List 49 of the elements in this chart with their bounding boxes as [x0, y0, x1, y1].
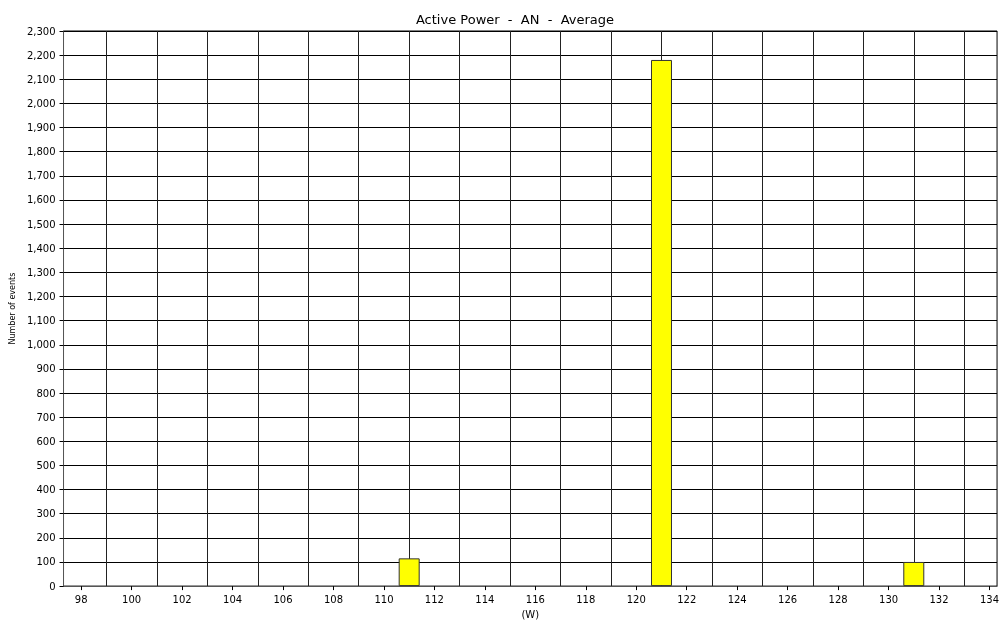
y-tick-label: 400 [36, 484, 56, 496]
y-tick-label: 700 [36, 411, 56, 423]
bar [903, 561, 925, 587]
y-tick-label: 2,000 [26, 97, 56, 109]
x-tick-label: 98 [74, 593, 88, 605]
y-tick-label: 1,700 [26, 170, 56, 182]
y-tick-label: 900 [36, 363, 56, 375]
x-tick-label: 104 [223, 593, 243, 605]
bar [398, 558, 420, 587]
y-tick-label: 300 [36, 508, 56, 520]
y-tick-label: 2,300 [26, 25, 56, 37]
y-tick-label: 0 [49, 580, 56, 592]
y-tick-label: 1,400 [26, 242, 56, 254]
x-tick-label: 114 [475, 593, 495, 605]
x-tick-label: 112 [424, 593, 444, 605]
y-tick-label: 200 [36, 532, 56, 544]
y-tick-label: 600 [36, 435, 56, 447]
bar [650, 59, 672, 587]
x-tick-label: 102 [172, 593, 192, 605]
x-tick-label: 122 [677, 593, 697, 605]
y-tick-label: 1,500 [26, 218, 56, 230]
y-tick-label: 1,900 [26, 122, 56, 134]
y-tick-label: 100 [36, 556, 56, 568]
y-tick-label: 500 [36, 459, 56, 471]
x-tick-label: 132 [929, 593, 949, 605]
chart-title: Active Power - AN - Average [415, 12, 615, 27]
x-tick-label: 108 [323, 593, 344, 605]
y-tick-label: 1,800 [26, 146, 56, 158]
x-tick-label: 110 [374, 593, 394, 605]
y-tick-label: 1,600 [26, 194, 56, 206]
y-tick-label: 1,300 [26, 266, 56, 278]
x-tick-label: 116 [525, 593, 545, 605]
x-tick-label: 124 [727, 593, 747, 605]
x-tick-label: 126 [778, 593, 798, 605]
y-tick-label: 1,200 [26, 290, 56, 302]
y-tick-label: 2,100 [26, 73, 56, 85]
x-tick-label: 128 [828, 593, 848, 605]
y-tick-label: 800 [36, 387, 56, 399]
x-tick-label: 100 [122, 593, 142, 605]
x-tick-label: 130 [879, 593, 899, 605]
x-tick-label: 118 [576, 593, 596, 605]
y-tick-label: 1,000 [26, 339, 56, 351]
y-tick-label: 1,100 [26, 315, 56, 327]
x-axis-title: (W) [521, 608, 540, 620]
y-tick-label: 2,200 [26, 49, 56, 61]
x-tick-label: 106 [273, 593, 293, 605]
y-axis-title: Number of events [7, 272, 17, 345]
x-tick-label: 120 [626, 593, 646, 605]
x-tick-label: 134 [979, 593, 1000, 605]
